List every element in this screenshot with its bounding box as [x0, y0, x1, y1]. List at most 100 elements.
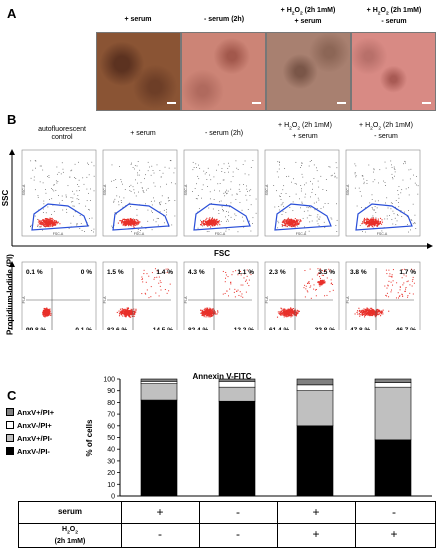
- scatter-dot: [278, 176, 280, 178]
- scatter-dot-gated: [364, 222, 366, 224]
- scatter-dot: [56, 182, 58, 184]
- scatter-dot-gated: [380, 221, 382, 223]
- serum-cell-2: -: [236, 505, 240, 519]
- annexin-dot: [372, 311, 374, 313]
- scatter-dot: [125, 205, 127, 206]
- annexin-dot: [370, 314, 372, 316]
- scatter-dot-gated: [131, 222, 133, 224]
- annexin-frame: [264, 261, 340, 330]
- annexin-dot: [362, 314, 364, 316]
- scatter-dot-gated: [45, 218, 47, 220]
- scatter-dot: [174, 183, 176, 185]
- scatter-dot-gated: [372, 217, 374, 219]
- scatter-dot: [45, 212, 47, 214]
- annexin-dot: [374, 313, 376, 315]
- scatter-dot-gated: [133, 226, 135, 229]
- annexin-dot: [366, 311, 368, 313]
- scatter-dot: [140, 230, 141, 231]
- scatter-dot: [279, 161, 280, 163]
- scatter-dot: [414, 182, 416, 184]
- scatter-dot-gated: [120, 220, 122, 222]
- annexin-dot-upper: [230, 283, 232, 285]
- scatter-dot: [156, 217, 158, 219]
- annexin-dot: [286, 311, 288, 313]
- scatter-dot-gated: [41, 223, 43, 225]
- scatter-dot-gated: [42, 219, 44, 222]
- scatter-dot: [359, 225, 361, 226]
- scatter-dot-gated: [47, 218, 49, 220]
- scatter-dot: [218, 210, 220, 211]
- bar-segment-1: [374, 439, 412, 497]
- annexin-dot-upper: [315, 295, 317, 297]
- scatter-dot: [318, 225, 320, 227]
- annexin-dot: [288, 309, 290, 311]
- scatter-dot-gated: [128, 224, 130, 226]
- scatter-dot: [137, 174, 139, 176]
- scatter-dot-gated: [50, 225, 52, 227]
- micrograph-h2o2-no-serum: [351, 32, 436, 111]
- annexin-dot-upper: [143, 273, 145, 275]
- scatter-dot: [223, 210, 224, 212]
- scatter-dot-gated: [285, 220, 287, 222]
- scatter-dot: [296, 183, 297, 185]
- scatter-dot: [316, 201, 317, 203]
- scatter-dot-gated: [130, 223, 133, 225]
- annexin-dot: [129, 314, 131, 316]
- scatter-dot: [397, 213, 398, 215]
- scatter-dot-gated: [290, 218, 292, 220]
- scatter-dot-gated: [292, 222, 294, 224]
- scatter-dot-gated: [122, 224, 124, 226]
- scatter-dot: [318, 199, 320, 201]
- gate-polygon: [31, 203, 89, 231]
- scatter-dot: [47, 176, 48, 177]
- scatter-dot-gated: [213, 221, 215, 223]
- annexin-dot-upper: [305, 288, 307, 290]
- annexin-dot: [131, 312, 133, 314]
- annexin-dot: [368, 311, 370, 313]
- annexin-dot: [361, 309, 363, 311]
- scatter-dot: [62, 168, 64, 170]
- annexin-dot: [213, 309, 215, 311]
- annexin-dot: [128, 315, 130, 317]
- annexin-dot-upper: [411, 280, 413, 282]
- annexin-dot: [375, 310, 378, 312]
- scatter-dot-gated: [128, 219, 130, 221]
- scatter-dot-gated: [56, 221, 58, 223]
- scatter-dot-gated: [212, 222, 214, 224]
- scatter-dot-gated: [211, 224, 213, 226]
- scatter-dot: [52, 204, 54, 206]
- scatter-dot-gated: [283, 224, 285, 226]
- scatter-dot-gated: [292, 220, 294, 222]
- annexin-dot: [46, 312, 48, 314]
- scatter-dot: [71, 169, 73, 171]
- scatter-dot: [160, 186, 161, 188]
- scatter-dot-gated: [200, 224, 202, 226]
- scatter-dot-gated: [368, 224, 370, 226]
- annexin-dot: [290, 309, 292, 311]
- scatter-dot: [245, 194, 247, 196]
- annexin-dot-upper: [225, 274, 227, 276]
- annexin-dot-upper: [238, 294, 240, 296]
- annexin-dot-upper: [160, 289, 162, 291]
- annexin-dot: [380, 315, 382, 317]
- annexin-dot-upper: [153, 278, 155, 280]
- quadrant-lr-value: 14.5 %: [153, 327, 173, 330]
- annexin-dot-upper: [388, 280, 390, 282]
- annexin-dot: [295, 312, 297, 314]
- scatter-dot-gated: [42, 222, 44, 224]
- scatter-dot: [366, 182, 368, 184]
- annexin-dot: [46, 315, 48, 317]
- scatter-dot: [59, 202, 61, 204]
- annexin-dot: [295, 312, 297, 314]
- annexin-dot-upper: [397, 292, 399, 294]
- scatter-dot: [207, 186, 209, 187]
- annexin-dot-upper: [165, 268, 167, 270]
- scatter-dot: [371, 216, 373, 218]
- scatter-dot: [236, 193, 238, 195]
- scatter-dot: [316, 167, 317, 169]
- annexin-dot: [208, 313, 210, 315]
- scatter-dot-gated: [125, 220, 127, 222]
- scatter-dot: [42, 212, 44, 213]
- scatter-dot-gated: [134, 223, 136, 225]
